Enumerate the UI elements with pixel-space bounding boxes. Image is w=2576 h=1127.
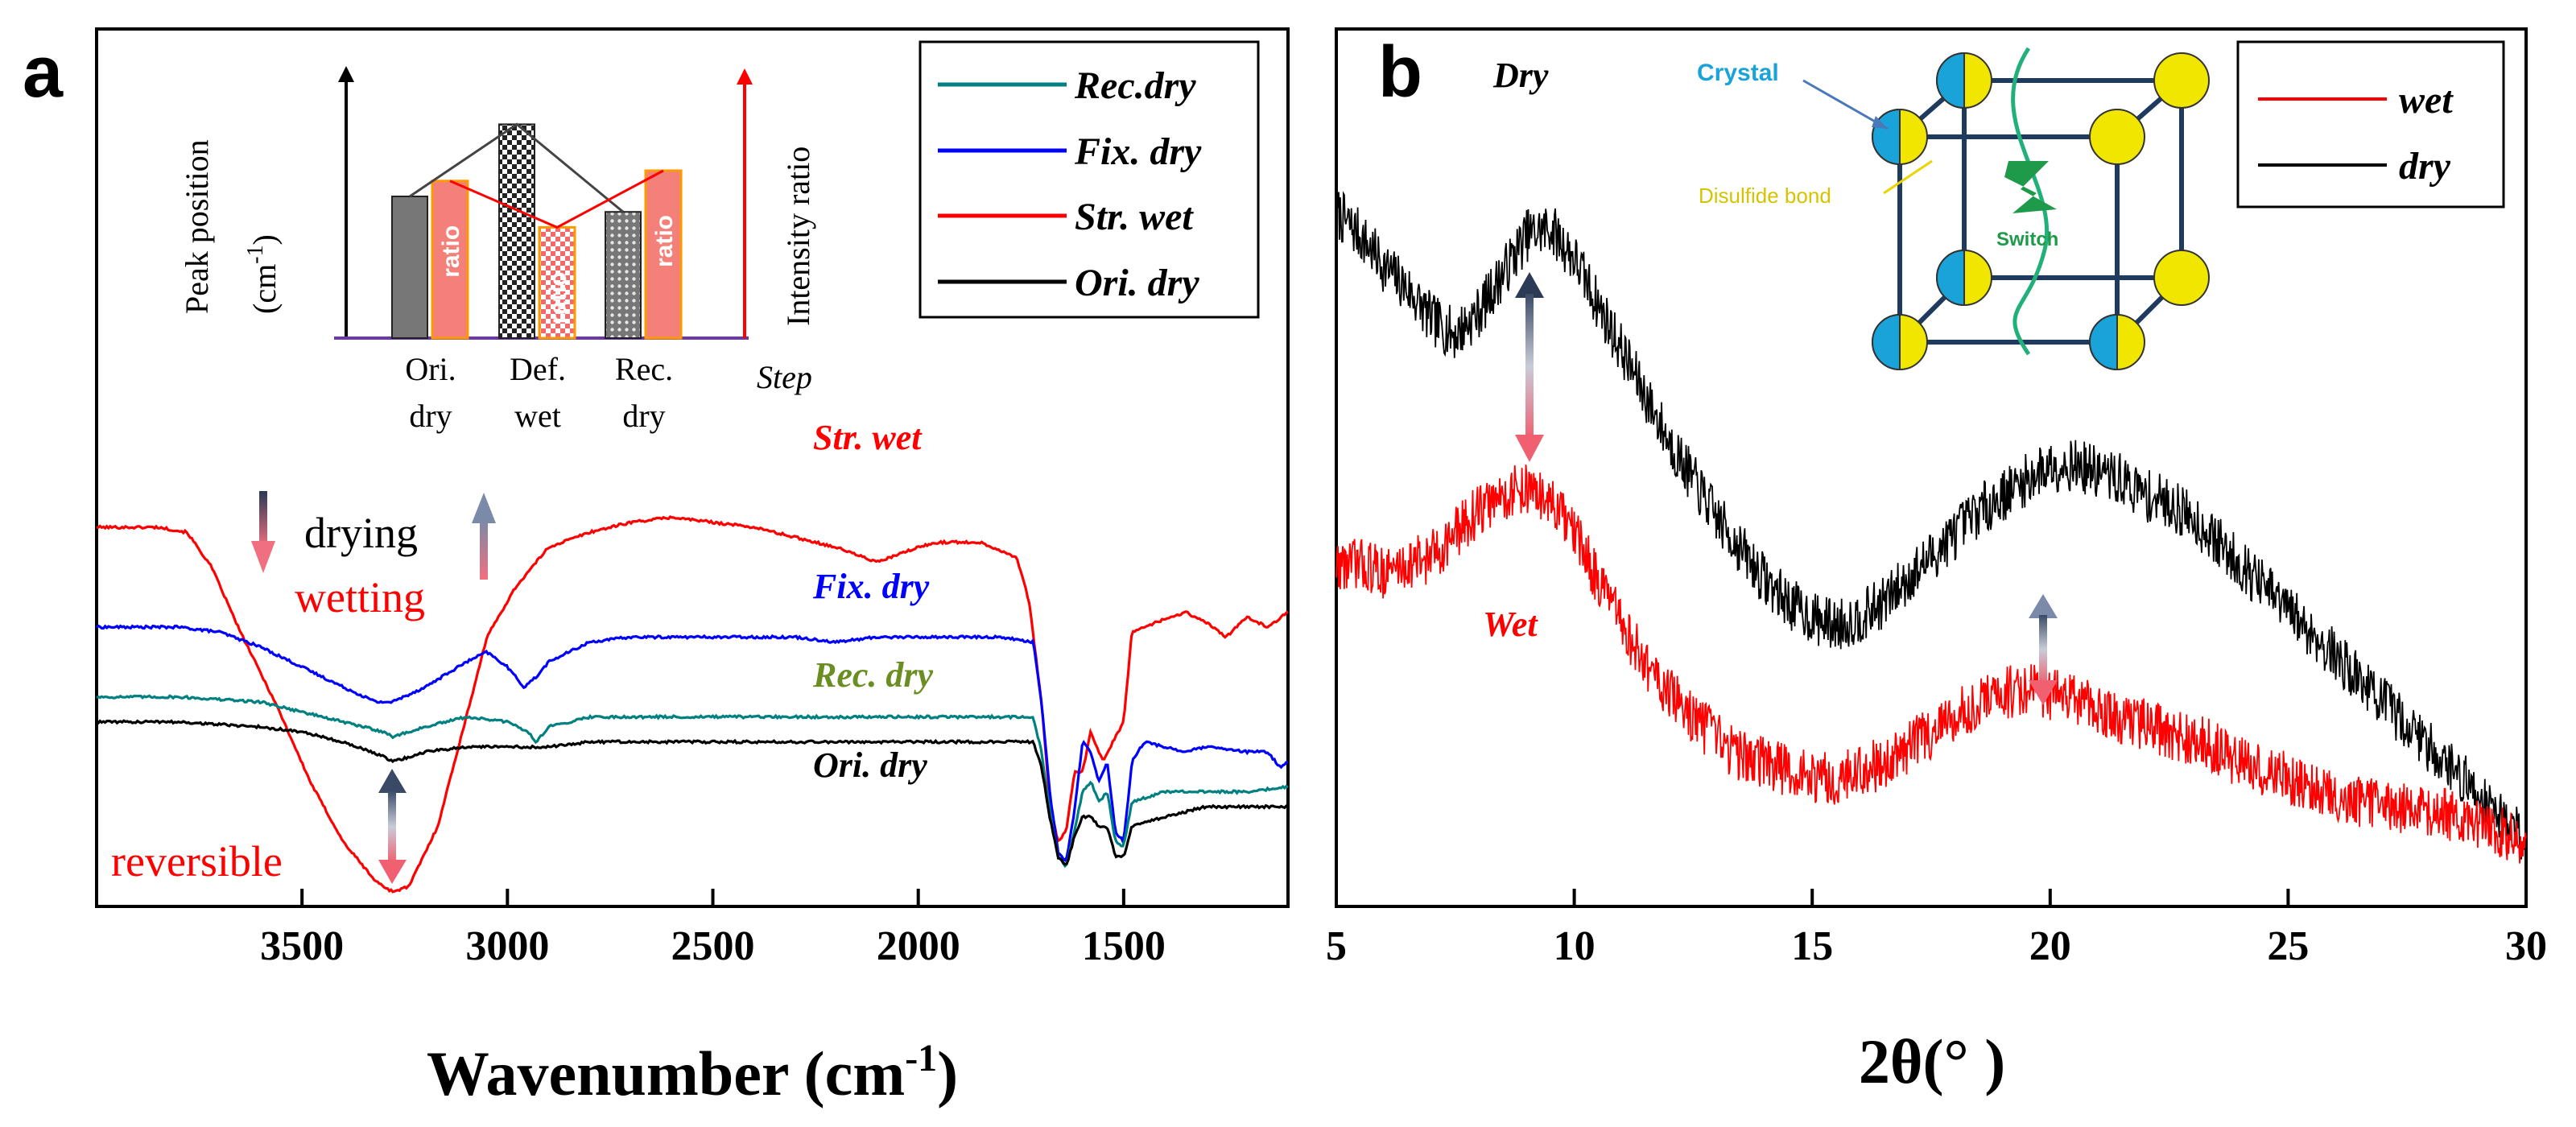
crystal-pointer-arrowhead — [1872, 116, 1888, 129]
atom-6 — [2153, 250, 2210, 306]
panel-a-x-axis-label: Wavenumber (cm-1) — [427, 1037, 958, 1108]
inset-peak-bar-2 — [498, 123, 535, 339]
series-line-rec-dry — [96, 694, 1289, 869]
drying-arrow — [251, 491, 275, 573]
panel-a-legend-box — [919, 40, 1260, 319]
inset-bar-chart: ratio ratio ratio Peak position (cm-1) Int… — [179, 66, 816, 434]
curve-label-fix-dry: Fix. dry — [812, 567, 930, 606]
x-tick-label-b-30: 30 — [2505, 923, 2547, 969]
curve-label-str-wet: Str. wet — [813, 418, 923, 457]
switch-icon — [2004, 161, 2057, 213]
curve-label-dry: Dry — [1492, 56, 1549, 95]
inset-right-label: Intensity ratio — [780, 147, 816, 326]
dry-wet-arrow-right — [2029, 594, 2058, 705]
switch-label: Switch — [1996, 229, 2058, 250]
inset-ratio-bar-3 — [644, 169, 683, 340]
disulfide-label: Disulfide bond — [1699, 184, 1831, 208]
series-line-dry — [1335, 191, 2527, 861]
legend-label-rec-dry: Rec.dry — [1074, 64, 1196, 107]
annotation-reversible: reversible — [111, 837, 283, 886]
panel-b-legend-box — [2236, 40, 2505, 208]
inset-step-label: Step — [757, 359, 812, 395]
switch-curve — [2011, 47, 2050, 356]
inset-ratio-bar-2 — [538, 225, 576, 340]
inset-peak-bar-3 — [605, 211, 642, 340]
x-tick-label-b-5: 5 — [1326, 923, 1347, 969]
legend-label-ori-dry: Ori. dry — [1075, 262, 1199, 304]
dry-wet-arrow-left — [1515, 272, 1544, 462]
inset-ratio-bar-label-3: ratio — [651, 215, 678, 267]
inset-cat-1-line1: Ori. — [405, 351, 456, 387]
crystal-label: Crystal — [1697, 60, 1779, 86]
inset-cat-2-line2: wet — [514, 398, 561, 434]
inset-cat-3-line1: Rec. — [615, 351, 673, 387]
inset-ratio-bar-label-1: ratio — [438, 225, 464, 278]
panel-a-x-ticks: 3500 3000 2500 2000 1500 — [260, 889, 1166, 969]
x-tick-label-b-25: 25 — [2267, 923, 2309, 969]
panel-b-label: b — [1378, 32, 1422, 113]
atom-8 — [2089, 313, 2145, 371]
curve-label-ori-dry: Ori. dry — [813, 745, 927, 785]
inset-right-axis-arrow — [737, 68, 753, 85]
inset-cat-3-line2: dry — [622, 398, 665, 434]
legend-label-wet: wet — [2399, 79, 2454, 122]
disulfide-pointer — [1883, 159, 1933, 195]
curve-label-rec-dry: Rec. dry — [812, 655, 934, 695]
atom-5 — [1936, 249, 1992, 307]
x-tick-label-3500: 3500 — [260, 923, 344, 969]
panel-b-series — [1335, 191, 2527, 864]
annotation-drying: drying — [304, 509, 418, 557]
series-line-ori-dry — [96, 719, 1289, 866]
x-tick-label-1500: 1500 — [1082, 923, 1166, 969]
inset-ratio-bar-label-2: ratio — [545, 271, 572, 324]
atom-7 — [1872, 313, 1928, 371]
inset-peak-trend-line — [409, 122, 624, 213]
x-tick-label-b-20: 20 — [2029, 923, 2071, 969]
x-tick-label-b-10: 10 — [1554, 923, 1596, 969]
crystal-cube-diagram: Crystal Disulfide bond Switch — [1697, 47, 2210, 371]
inset-ratio-trend-line — [449, 169, 664, 229]
legend-label-dry: dry — [2399, 145, 2451, 188]
inset-cat-2-line1: Def. — [510, 351, 566, 387]
atom-4 — [2089, 109, 2145, 165]
crystal-pointer — [1802, 79, 1889, 130]
panel-b-x-ticks: 5 10 15 20 25 30 — [1326, 889, 2547, 969]
series-line-str-wet — [96, 515, 1290, 894]
atom-1 — [1936, 52, 1992, 109]
inset-left-label-2: (cm-1) — [243, 234, 283, 314]
inset-ratio-bar-1 — [431, 180, 469, 340]
legend-label-str-wet: Str. wet — [1075, 196, 1194, 238]
panel-b-frame — [1335, 27, 2528, 908]
panel-a-series — [95, 515, 1290, 894]
atom-3 — [1872, 108, 1928, 166]
x-tick-label-3000: 3000 — [465, 923, 549, 969]
atom-2 — [2153, 52, 2210, 109]
inset-left-axis-arrow — [338, 66, 354, 82]
series-line-fix-dry — [95, 624, 1289, 862]
x-tick-label-2000: 2000 — [877, 923, 960, 969]
wetting-arrow — [472, 493, 496, 580]
curve-label-wet: Wet — [1483, 605, 1538, 644]
panel-a-label: a — [23, 32, 64, 113]
reversible-arrow — [378, 769, 407, 884]
series-line-wet — [1335, 464, 2527, 864]
x-tick-label-2500: 2500 — [671, 923, 755, 969]
panel-a-frame — [95, 27, 1290, 908]
x-tick-label-b-15: 15 — [1791, 923, 1833, 969]
inset-cat-1-line2: dry — [409, 398, 452, 434]
inset-peak-bar-1 — [391, 196, 428, 339]
panel-b-x-axis-label: 2θ(° ) — [1859, 1026, 2005, 1096]
legend-label-fix-dry: Fix. dry — [1074, 130, 1202, 173]
annotation-wetting: wetting — [295, 573, 425, 621]
inset-left-label-1: Peak position — [179, 139, 215, 314]
